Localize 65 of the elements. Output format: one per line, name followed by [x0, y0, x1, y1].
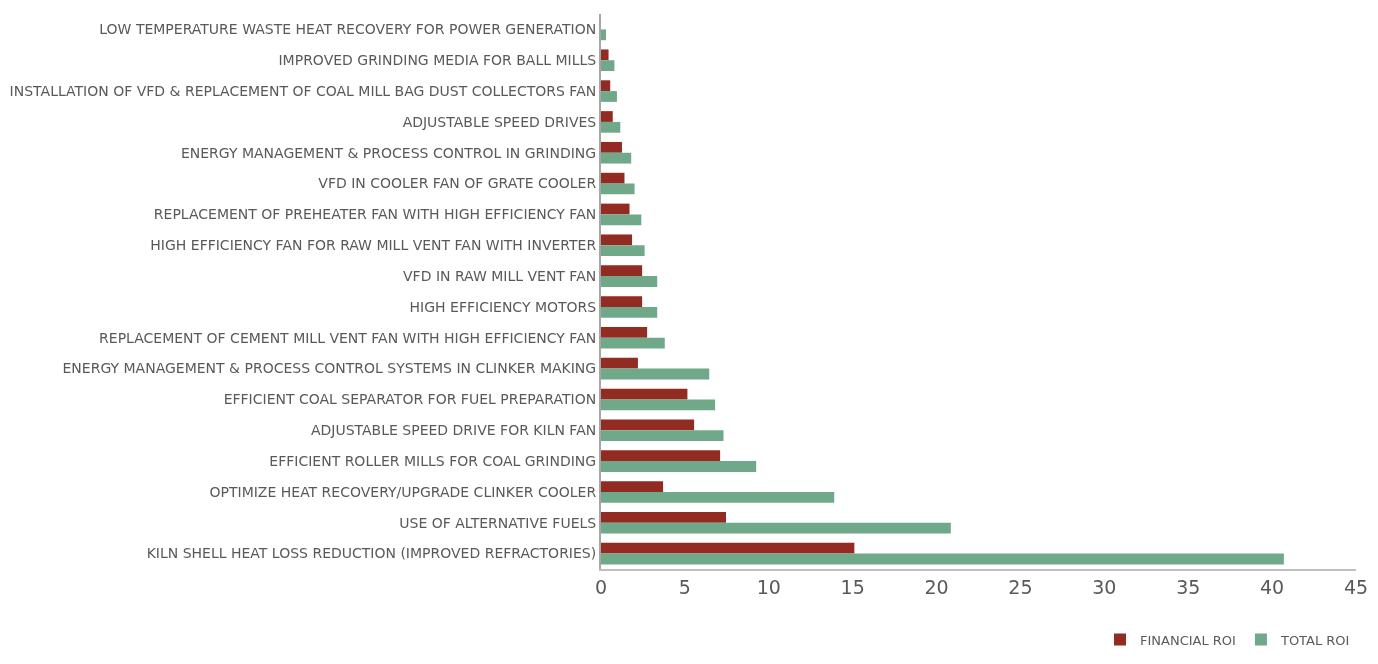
y-tick-label: VFD IN RAW MILL VENT FAN: [403, 267, 597, 284]
bar: [601, 152, 632, 164]
y-tick-label: INSTALLATION OF VFD & REPLACEMENT OF COAL MILL BAG DUST COLLECTORS FAN: [9, 82, 597, 99]
y-tick-label: USE OF ALTERNATIVE FUELS: [399, 514, 597, 531]
x-tick-label: 0: [594, 575, 608, 598]
x-tick-label: 10: [756, 575, 781, 598]
bar: [601, 491, 835, 503]
y-tick-label: EFFICIENT ROLLER MILLS FOR COAL GRINDING: [269, 452, 597, 469]
legend-label: TOTAL ROI: [1279, 632, 1350, 648]
bar: [601, 183, 635, 195]
bar: [601, 522, 951, 534]
x-tick-label: 25: [1008, 575, 1033, 598]
bar: [601, 80, 611, 92]
bar: [601, 214, 642, 226]
x-tick-label: 5: [678, 575, 691, 598]
bar: [601, 337, 665, 349]
y-tick-label: ENERGY MANAGEMENT & PROCESS CONTROL IN GRINDING: [180, 144, 597, 161]
x-tick-label: 20: [924, 575, 949, 598]
bar: [601, 234, 633, 246]
x-tick-label: 45: [1343, 575, 1369, 598]
x-tick-label: 40: [1260, 575, 1285, 598]
bar: [601, 141, 622, 153]
y-tick-label: LOW TEMPERATURE WASTE HEAT RECOVERY FOR POWER GENERATION: [99, 21, 597, 38]
bar: [601, 368, 710, 380]
x-tick-label: 15: [840, 575, 865, 598]
y-tick-label: ADJUSTABLE SPEED DRIVE FOR KILN FAN: [310, 422, 597, 439]
y-tick-label: HIGH EFFICIENCY MOTORS: [409, 298, 597, 315]
x-tick-label: 30: [1092, 575, 1117, 598]
bar: [601, 461, 757, 472]
y-tick-label: IMPROVED GRINDING MEDIA FOR BALL MILLS: [278, 52, 597, 69]
bar: [601, 91, 617, 102]
bar: [601, 430, 724, 442]
bar: [601, 111, 613, 122]
bar: [601, 399, 716, 411]
bar: [601, 542, 855, 554]
bar: [601, 49, 609, 61]
y-tick-label: KILN SHELL HEAT LOSS REDUCTION (IMPROVED REFRACTORIES): [146, 545, 597, 562]
legend-label: FINANCIAL ROI: [1140, 632, 1236, 648]
bar: [601, 121, 621, 133]
x-tick-label: 35: [1176, 575, 1201, 598]
y-tick-label: VFD IN COOLER FAN OF GRATE COOLER: [318, 175, 597, 192]
bar: [601, 481, 664, 492]
bar: [601, 553, 1284, 565]
bar: [601, 450, 721, 462]
y-tick-label: ENERGY MANAGEMENT & PROCESS CONTROL SYSTEMS IN CLINKER MAKING: [62, 360, 597, 377]
bar: [601, 29, 607, 41]
bar: [601, 306, 658, 318]
y-tick-label: OPTIMIZE HEAT RECOVERY/UPGRADE CLINKER COOLER: [209, 483, 597, 500]
y-tick-label: REPLACEMENT OF PREHEATER FAN WITH HIGH EFFICIENCY FAN: [153, 206, 597, 223]
bar: [601, 388, 688, 400]
bar: [601, 60, 615, 72]
bar: [601, 511, 726, 523]
y-tick-label: EFFICIENT COAL SEPARATOR FOR FUEL PREPARATION: [223, 391, 597, 408]
bar: [601, 245, 645, 257]
y-tick-label: HIGH EFFICIENCY FAN FOR RAW MILL VENT FAN WITH INVERTER: [150, 237, 597, 254]
bar: [601, 265, 643, 277]
y-tick-label: REPLACEMENT OF CEMENT MILL VENT FAN WITH HIGH EFFICIENCY FAN: [99, 329, 597, 346]
bar: [601, 203, 630, 215]
y-tick-label: ADJUSTABLE SPEED DRIVES: [402, 113, 597, 130]
bar: [601, 326, 648, 338]
bar: [601, 276, 658, 287]
bar: [601, 296, 643, 307]
bar: [601, 419, 695, 431]
bar: [601, 172, 625, 184]
bar: [601, 357, 638, 369]
